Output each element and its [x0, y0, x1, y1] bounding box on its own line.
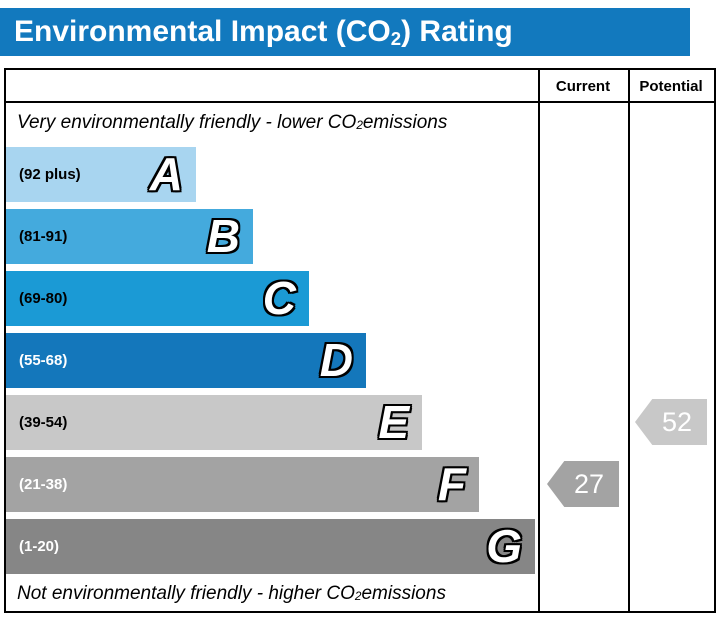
- top-note-text: Very environmentally friendly - lower CO: [17, 112, 357, 133]
- band-range-label-c: (69-80): [19, 289, 68, 307]
- top-note-text-end: emissions: [362, 112, 448, 133]
- column-header-potential: Potential: [639, 78, 703, 95]
- band-range-label-d: (55-68): [19, 351, 68, 369]
- band-row-b: (81-91) B: [6, 205, 538, 267]
- bottom-note-text-end: emissions: [361, 583, 446, 604]
- current-column-divider: [538, 70, 628, 611]
- band-letter-d: D: [319, 334, 353, 386]
- band-range-label-e: (39-54): [19, 413, 68, 431]
- band-bar-a: (92 plus) A: [6, 146, 196, 202]
- column-header-current: Current: [555, 78, 611, 95]
- band-row-c: (69-80) C: [6, 267, 538, 329]
- band-row-a: (92 plus) A: [6, 143, 538, 205]
- band-letter-a: A: [149, 148, 183, 200]
- bottom-note: Not environmentally friendly - higher CO…: [6, 577, 538, 611]
- top-note: Very environmentally friendly - lower CO…: [6, 103, 538, 143]
- bottom-note-text: Not environmentally friendly - higher CO: [17, 583, 355, 604]
- band-bar-c: (69-80) C: [6, 270, 309, 326]
- band-bar-b: (81-91) B: [6, 208, 253, 264]
- band-letter-g: G: [486, 520, 522, 572]
- potential-rating-arrow: 52: [635, 399, 707, 445]
- band-letter-e: E: [378, 396, 409, 448]
- band-bar-e: (39-54) E: [6, 394, 422, 450]
- band-bar-g: (1-20) G: [6, 518, 535, 574]
- band-range-label-g: (1-20): [19, 537, 60, 555]
- band-bar-f: (21-38) F: [6, 456, 479, 512]
- potential-column-divider: [628, 70, 714, 611]
- potential-rating-value: 52: [661, 406, 693, 437]
- epc-environmental-impact-page: Environmental Impact (CO2) Rating Curren…: [0, 8, 718, 627]
- header-row-divider: [6, 70, 714, 103]
- bottom-note-subscript: 2: [354, 590, 362, 604]
- band-bar-d: (55-68) D: [6, 332, 366, 388]
- band-letter-c: C: [262, 272, 296, 324]
- rating-chart: Current Potential Very environmentally f…: [4, 68, 716, 613]
- current-rating-value: 27: [573, 468, 605, 499]
- band-row-d: (55-68) D: [6, 329, 538, 391]
- band-letter-b: B: [206, 210, 240, 262]
- top-note-subscript: 2: [356, 119, 363, 133]
- band-range-label-b: (81-91): [19, 227, 68, 245]
- band-row-g: (1-20) G: [6, 515, 538, 577]
- band-letter-f: F: [437, 458, 466, 510]
- page-title-text-end: ) Rating: [401, 15, 513, 48]
- current-rating-arrow: 27: [547, 461, 619, 507]
- band-range-label-a: (92 plus): [19, 165, 81, 183]
- page-title: Environmental Impact (CO2) Rating: [0, 8, 690, 56]
- band-row-f: (21-38) F: [6, 453, 538, 515]
- band-range-label-f: (21-38): [19, 475, 68, 493]
- band-row-e: (39-54) E: [6, 391, 538, 453]
- page-title-text: Environmental Impact (CO: [14, 15, 391, 48]
- page-title-subscript: 2: [390, 28, 402, 50]
